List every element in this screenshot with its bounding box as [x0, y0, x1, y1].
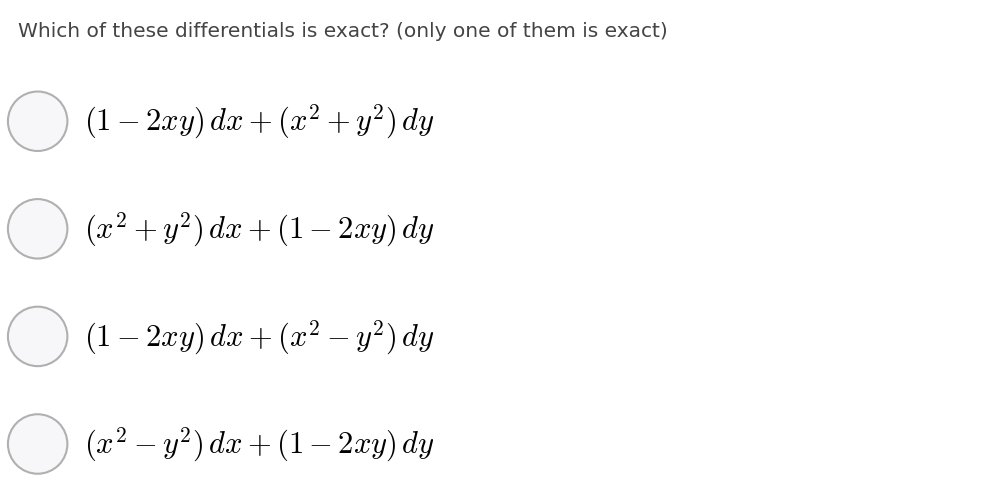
- Ellipse shape: [8, 414, 67, 474]
- Ellipse shape: [8, 200, 67, 259]
- Text: $(x^2 + y^2)\,dx + (1 - 2xy)\,dy$: $(x^2 + y^2)\,dx + (1 - 2xy)\,dy$: [84, 210, 435, 248]
- Text: $(1 - 2xy)\,dx + (x^2 - y^2)\,dy$: $(1 - 2xy)\,dx + (x^2 - y^2)\,dy$: [84, 318, 435, 356]
- Ellipse shape: [8, 307, 67, 366]
- Text: Which of these differentials is exact? (only one of them is exact): Which of these differentials is exact? (…: [18, 22, 668, 41]
- Text: $(x^2 - y^2)\,dx + (1 - 2xy)\,dy$: $(x^2 - y^2)\,dx + (1 - 2xy)\,dy$: [84, 425, 435, 463]
- Ellipse shape: [8, 92, 67, 152]
- Text: $(1 - 2xy)\,dx + (x^2 + y^2)\,dy$: $(1 - 2xy)\,dx + (x^2 + y^2)\,dy$: [84, 103, 435, 141]
